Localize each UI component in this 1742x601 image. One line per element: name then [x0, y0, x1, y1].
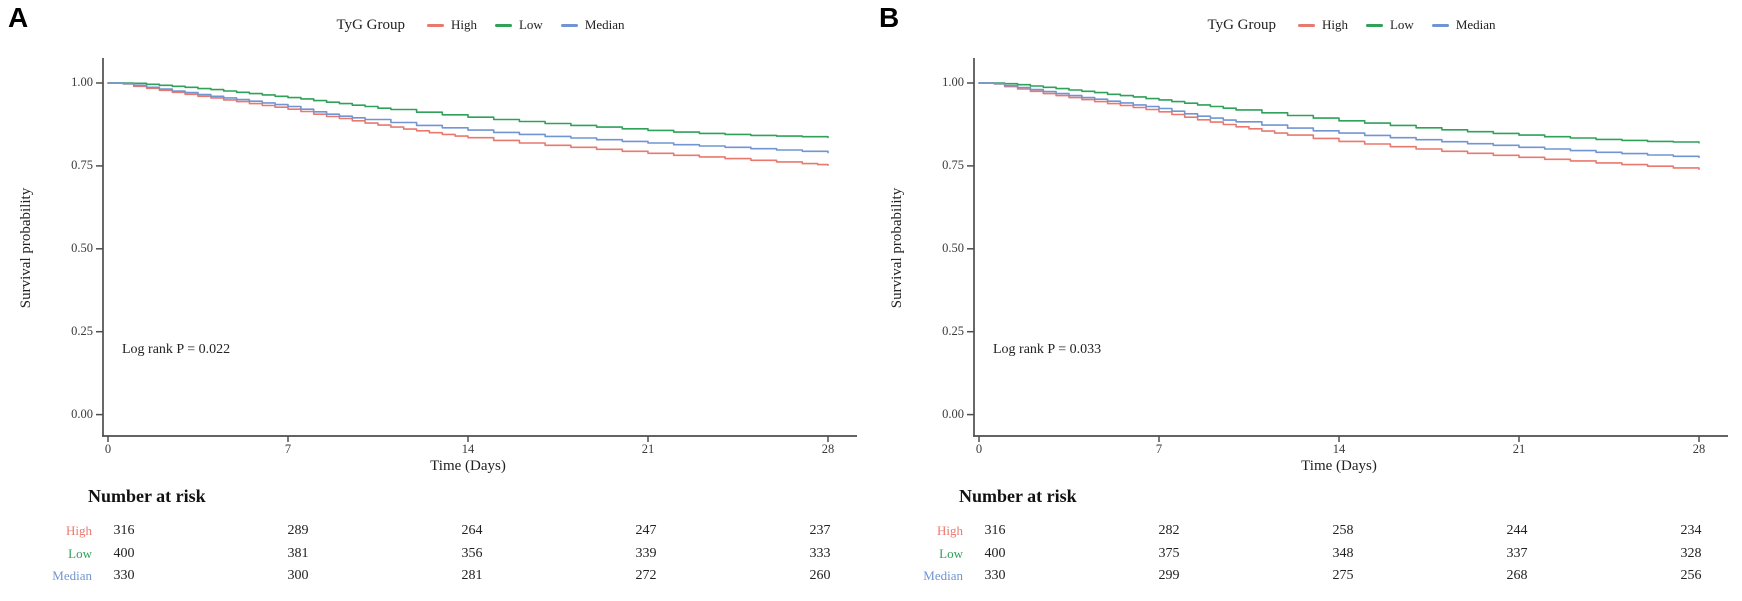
km-panel-a: A TyG Group High Low Median Survival pro…	[0, 2, 871, 583]
risk-value: 244	[1506, 523, 1528, 538]
y-tick-label: 0.50	[942, 241, 964, 255]
y-tick-label: 1.00	[942, 75, 964, 89]
risk-value: 299	[1158, 568, 1180, 583]
risk-row-label-median: Median	[923, 568, 963, 583]
y-tick-label: 0.50	[71, 241, 93, 255]
y-axis-title: Survival probability	[18, 187, 34, 309]
risk-value: 316	[113, 523, 135, 538]
risk-value: 272	[635, 568, 657, 583]
risk-value: 237	[809, 523, 831, 538]
x-tick-label: 14	[461, 442, 475, 456]
panel-label-a: A	[8, 2, 29, 33]
x-tick-label: 7	[1155, 442, 1163, 456]
risk-value: 247	[635, 523, 657, 538]
y-tick-label: 0.25	[942, 324, 964, 338]
y-tick-label: 0.75	[71, 158, 93, 172]
legend-label-low: Low	[518, 17, 543, 32]
legend-b: TyG Group High Low Median	[871, 15, 1742, 35]
low-line-swatch-icon	[1365, 23, 1383, 27]
x-tick-label: 28	[821, 442, 835, 456]
risk-value: 275	[1332, 568, 1354, 583]
risk-value: 316	[984, 523, 1006, 538]
x-tick-label: 7	[284, 442, 292, 456]
risk-row-label-high: High	[937, 523, 963, 538]
legend-title: TyG Group	[1207, 16, 1276, 33]
x-tick-label: 28	[1692, 442, 1706, 456]
risk-value: 282	[1158, 523, 1180, 538]
risk-value: 268	[1506, 568, 1528, 583]
y-tick-label: 1.00	[71, 75, 93, 89]
risk-value: 400	[984, 546, 1006, 561]
x-axis-title: Time (Days)	[1301, 458, 1377, 474]
risk-value: 339	[635, 546, 657, 561]
legend-item-low: Low	[1365, 17, 1414, 33]
legend-item-high: High	[426, 17, 477, 33]
high-line-swatch-icon	[1297, 23, 1315, 27]
legend-label-median: Median	[1455, 17, 1496, 32]
risk-value: 328	[1680, 546, 1702, 561]
risk-value: 375	[1158, 546, 1180, 561]
high-line-swatch-icon	[426, 23, 444, 27]
risk-row-label-high: High	[66, 523, 92, 538]
median-line-swatch-icon	[1431, 23, 1449, 27]
km-plot-a	[96, 58, 857, 442]
risk-value: 400	[113, 546, 135, 561]
log-rank-annotation: Log rank P = 0.033	[993, 342, 1102, 357]
legend-item-median: Median	[1431, 17, 1496, 33]
risk-value: 333	[809, 546, 831, 561]
legend-item-low: Low	[494, 17, 543, 33]
log-rank-annotation: Log rank P = 0.022	[122, 342, 231, 357]
y-tick-label: 0.75	[942, 158, 964, 172]
legend-label-high: High	[450, 17, 477, 32]
legend-label-high: High	[1321, 17, 1348, 32]
km-panel-b: B TyG Group High Low Median Survival pro…	[871, 0, 1742, 601]
y-tick-label: 0.25	[71, 324, 93, 338]
risk-value: 258	[1332, 523, 1354, 538]
legend-label-median: Median	[584, 17, 625, 32]
risk-value: 330	[113, 568, 135, 583]
risk-value: 256	[1680, 568, 1702, 583]
risk-value: 264	[461, 523, 483, 538]
risk-value: 289	[287, 523, 309, 538]
legend-title: TyG Group	[336, 16, 405, 33]
risk-value: 348	[1332, 546, 1354, 561]
y-axis-title: Survival probability	[889, 187, 905, 309]
legend-item-median: Median	[560, 17, 625, 33]
risk-value: 234	[1680, 523, 1702, 538]
risk-row-label-median: Median	[52, 568, 92, 583]
y-tick-label: 0.00	[942, 407, 964, 421]
legend-a: TyG Group High Low Median	[0, 15, 871, 35]
legend-item-high: High	[1297, 17, 1348, 33]
legend-label-low: Low	[1389, 17, 1414, 32]
x-tick-label: 0	[104, 442, 112, 456]
number-at-risk-title: Number at risk	[959, 486, 1077, 506]
risk-value: 260	[809, 568, 831, 583]
y-tick-label: 0.00	[71, 407, 93, 421]
low-line-swatch-icon	[494, 23, 512, 27]
x-tick-label: 21	[641, 442, 655, 456]
panel-label-b: B	[879, 2, 900, 33]
risk-value: 381	[287, 546, 309, 561]
risk-value: 281	[461, 568, 483, 583]
km-plot-b	[967, 58, 1728, 442]
x-axis-title: Time (Days)	[430, 458, 506, 474]
risk-value: 300	[287, 568, 309, 583]
risk-value: 356	[461, 546, 483, 561]
median-line-swatch-icon	[560, 23, 578, 27]
x-tick-label: 14	[1332, 442, 1346, 456]
risk-value: 337	[1506, 546, 1528, 561]
risk-row-label-low: Low	[939, 546, 963, 561]
risk-row-label-low: Low	[68, 546, 92, 561]
number-at-risk-title: Number at risk	[88, 486, 206, 506]
x-tick-label: 21	[1512, 442, 1526, 456]
x-tick-label: 0	[975, 442, 983, 456]
risk-value: 330	[984, 568, 1006, 583]
